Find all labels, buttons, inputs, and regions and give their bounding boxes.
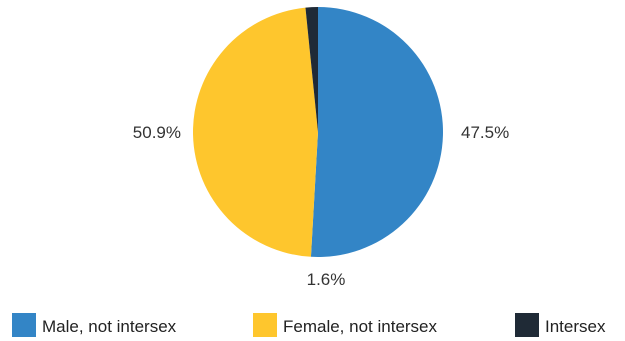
pie-slices bbox=[192, 7, 443, 257]
legend-swatch-intersex bbox=[515, 313, 539, 337]
legend-swatch-male-not-intersex bbox=[12, 313, 36, 337]
chart-legend: Male, not intersex Female, not intersex In… bbox=[12, 313, 606, 337]
legend-swatch-female-not-intersex bbox=[253, 313, 277, 337]
pie-slice-male-not-intersex bbox=[310, 7, 443, 257]
legend-label-male-not-intersex: Male, not intersex bbox=[42, 317, 177, 336]
data-label-intersex: 1.6% bbox=[307, 270, 346, 289]
pie-slice-female-not-intersex bbox=[192, 7, 318, 257]
legend-label-female-not-intersex: Female, not intersex bbox=[283, 317, 438, 336]
pie-slice-intersex bbox=[305, 7, 318, 132]
data-label-male-not-intersex: 50.9% bbox=[133, 123, 181, 142]
pie-data-labels: 50.9% 47.5% 1.6% bbox=[133, 123, 509, 289]
legend-label-intersex: Intersex bbox=[545, 317, 606, 336]
data-label-female-not-intersex: 47.5% bbox=[461, 123, 509, 142]
